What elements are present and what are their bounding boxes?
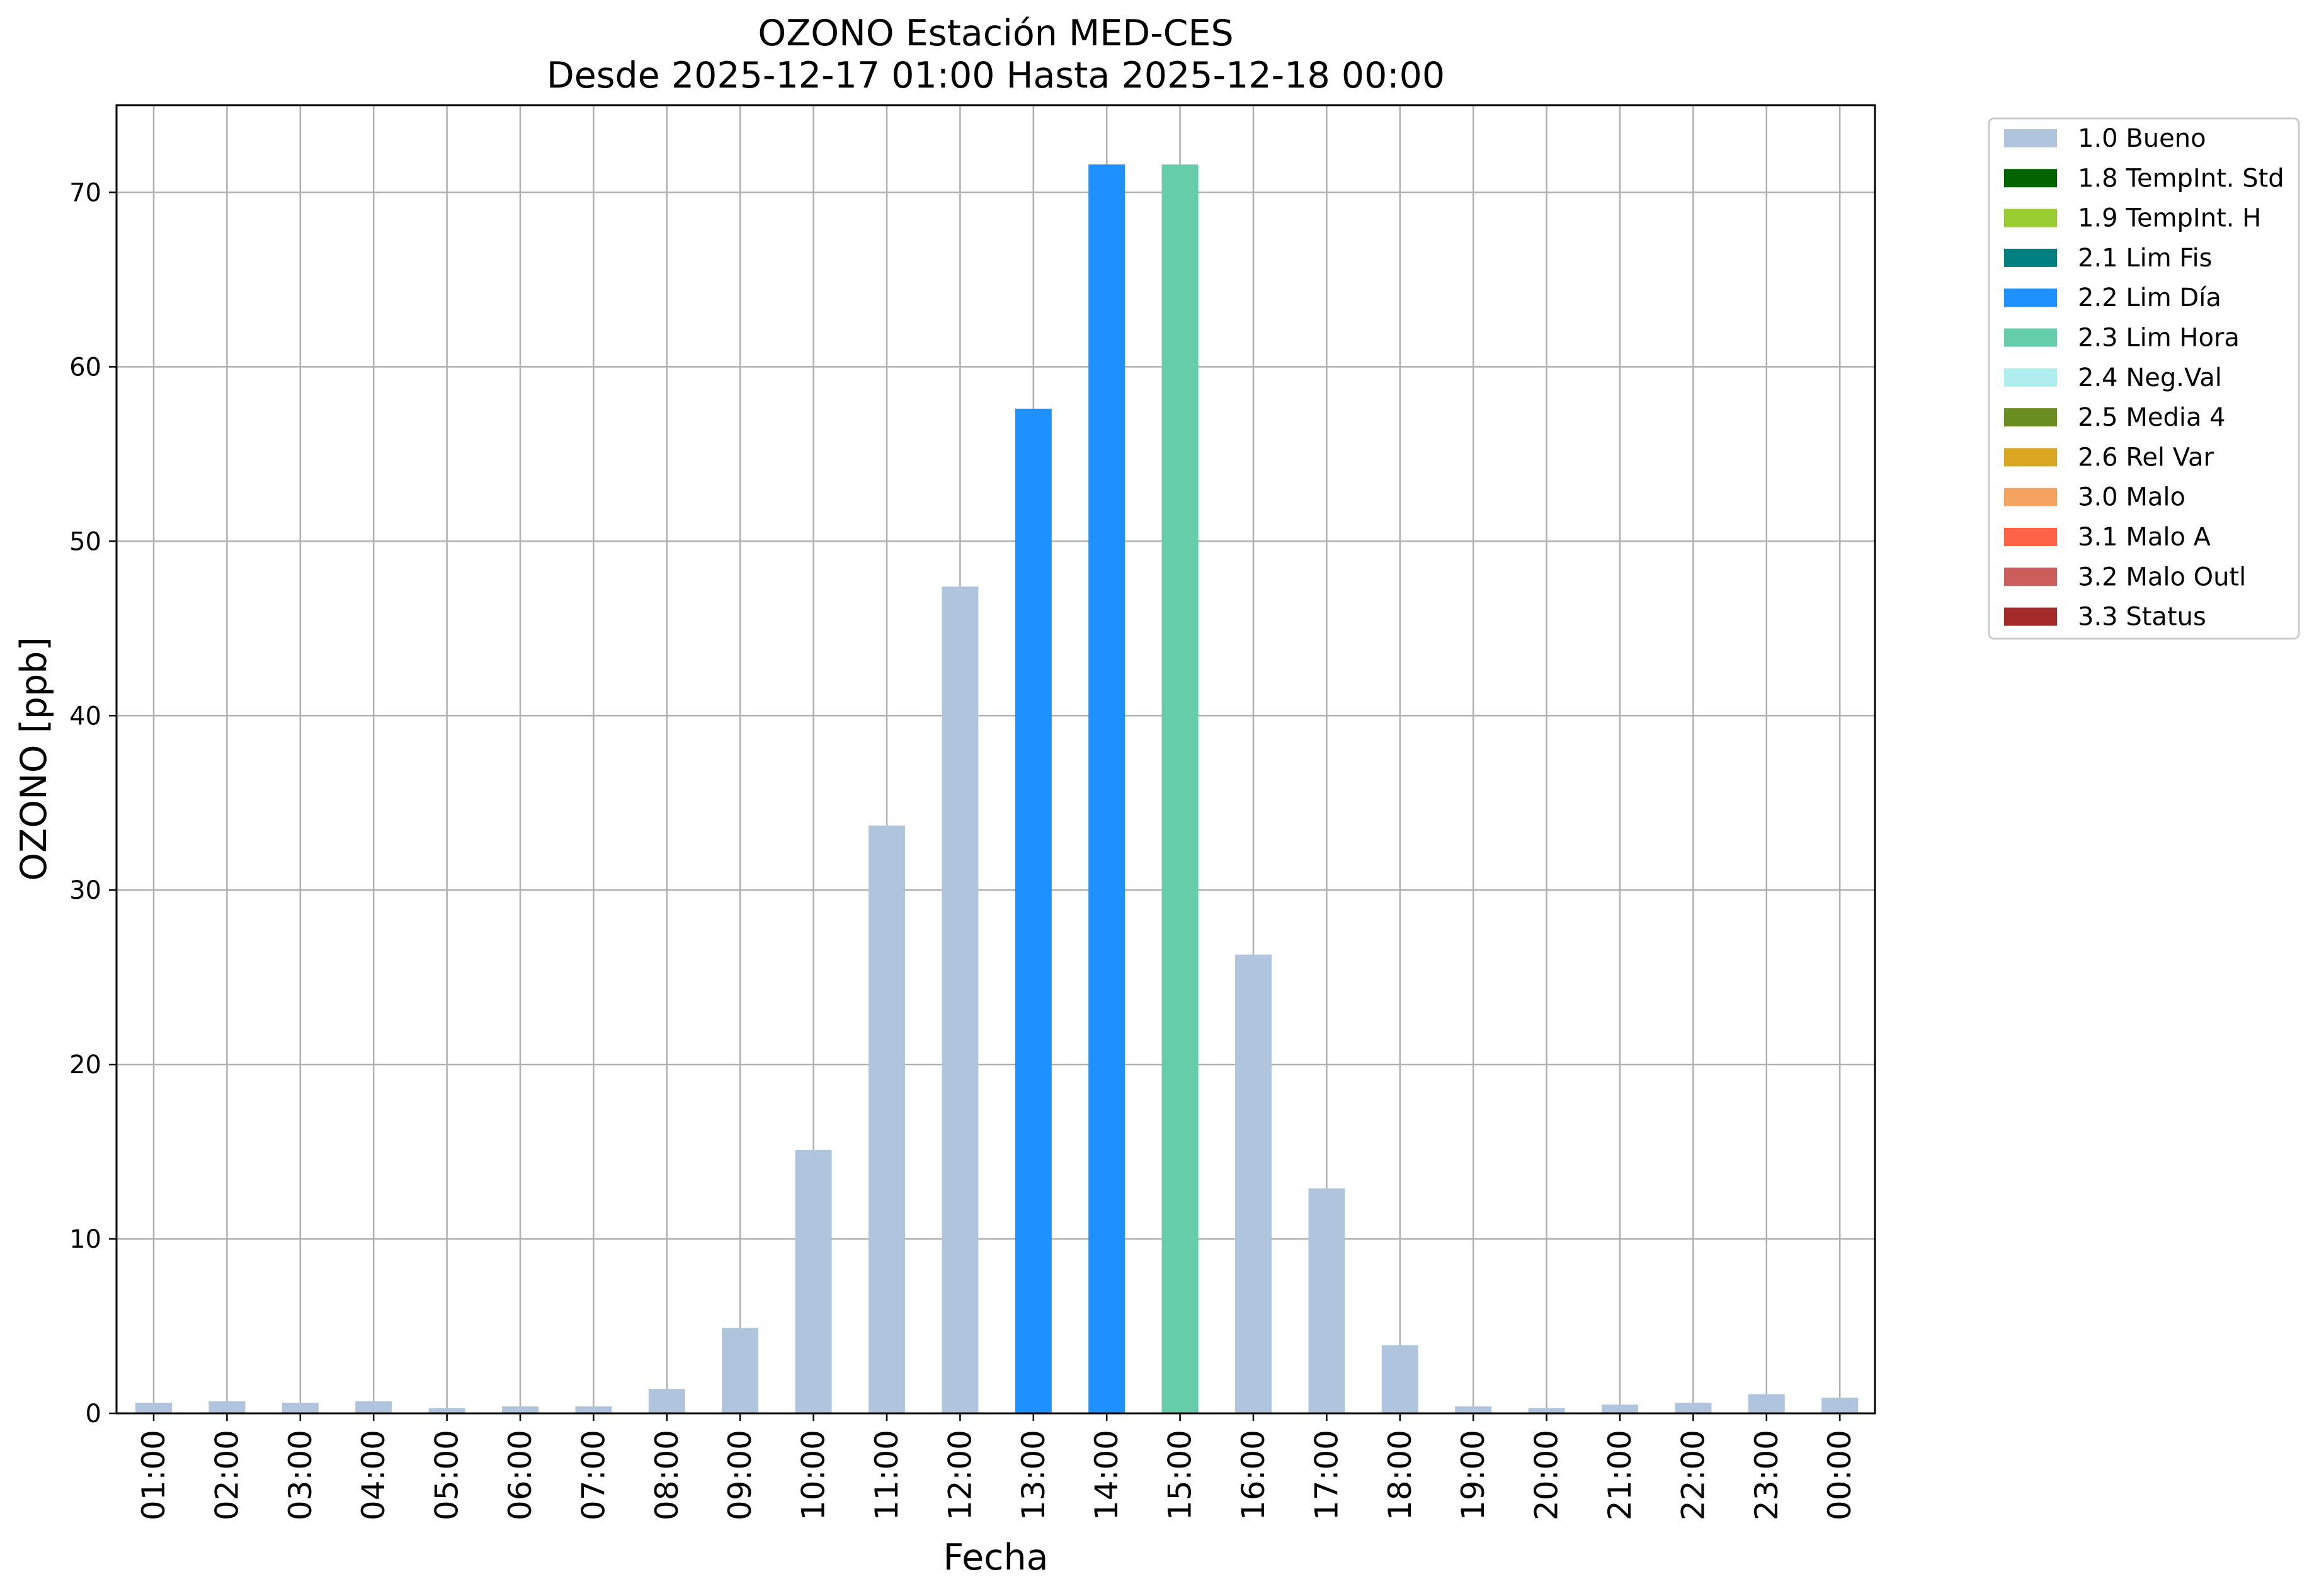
legend-label: 3.0 Malo (2078, 483, 2185, 512)
y-axis-label: OZONO [ppb] (13, 637, 55, 881)
x-tick-label: 12:00 (942, 1430, 978, 1520)
bar-22:00 (1675, 1403, 1712, 1413)
x-tick-label: 07:00 (575, 1430, 612, 1520)
legend-label: 3.1 Malo A (2078, 523, 2211, 552)
bar-08:00 (648, 1389, 685, 1413)
bar-05:00 (428, 1408, 465, 1413)
legend-swatch (2004, 448, 2057, 467)
legend-box (1988, 117, 2300, 640)
bar-10:00 (795, 1149, 832, 1413)
y-tick-label: 50 (69, 527, 101, 556)
legend-label: 2.6 Rel Var (2078, 443, 2214, 472)
x-tick-label: 09:00 (722, 1430, 758, 1520)
legend-swatch (2004, 248, 2057, 267)
legend-label: 2.3 Lim Hora (2078, 324, 2240, 353)
legend-label: 2.5 Media 4 (2078, 403, 2226, 432)
x-axis-label: Fecha (943, 1537, 1048, 1578)
legend-label: 3.3 Status (2078, 603, 2206, 632)
legend-label: 1.9 TempInt. H (2078, 204, 2261, 233)
x-tick-label: 05:00 (429, 1430, 465, 1520)
legend-label: 1.0 Bueno (2078, 124, 2206, 153)
legend-swatch (2004, 567, 2057, 586)
bar-03:00 (282, 1403, 319, 1413)
x-tick-label: 22:00 (1675, 1430, 1711, 1520)
legend-swatch (2004, 129, 2057, 147)
x-tick-label: 23:00 (1748, 1430, 1785, 1520)
x-tick-label: 01:00 (135, 1430, 172, 1520)
bar-00:00 (1821, 1398, 1859, 1413)
legend-label: 2.1 Lim Fis (2078, 244, 2212, 273)
x-tick-label: 04:00 (355, 1430, 392, 1520)
legend-swatch (2004, 528, 2057, 546)
bar-19:00 (1455, 1406, 1492, 1413)
bar-09:00 (722, 1328, 759, 1413)
y-tick-label: 0 (86, 1399, 101, 1428)
x-tick-label: 15:00 (1162, 1430, 1199, 1520)
y-tick-label: 60 (69, 353, 101, 382)
bar-15:00 (1161, 164, 1199, 1413)
bar-16:00 (1235, 954, 1272, 1413)
x-tick-label: 00:00 (1821, 1430, 1858, 1520)
bar-13:00 (1015, 408, 1052, 1413)
x-tick-label: 18:00 (1382, 1430, 1418, 1520)
x-tick-label: 06:00 (502, 1430, 538, 1520)
gridlines (117, 105, 1875, 1415)
bar-02:00 (208, 1401, 246, 1413)
chart-subtitle: Desde 2025-12-17 01:00 Hasta 2025-12-18 … (547, 55, 1445, 96)
bar-17:00 (1308, 1188, 1345, 1413)
x-tick-label: 11:00 (869, 1430, 905, 1520)
x-tick-label: 20:00 (1529, 1430, 1565, 1520)
bar-11:00 (869, 825, 905, 1413)
legend-swatch (2004, 288, 2057, 307)
bar-01:00 (135, 1403, 172, 1413)
y-tick-label: 20 (69, 1051, 101, 1080)
x-tick-label: 19:00 (1455, 1430, 1491, 1520)
bar-06:00 (502, 1406, 538, 1413)
x-tick-label: 21:00 (1602, 1430, 1638, 1520)
legend-swatch (2004, 607, 2057, 626)
y-tick-label: 10 (69, 1225, 101, 1254)
bar-21:00 (1602, 1405, 1638, 1413)
y-axis-ticks: 0 10 20 30 40 50 60 70 (69, 178, 117, 1428)
legend-label: 3.2 Malo Outl (2078, 562, 2246, 591)
legend-label: 2.4 Neg.Val (2078, 363, 2222, 392)
bar-18:00 (1381, 1345, 1418, 1413)
legend-swatch (2004, 169, 2057, 188)
x-tick-label: 14:00 (1088, 1430, 1125, 1520)
bar-20:00 (1528, 1408, 1565, 1413)
legend-swatch (2004, 408, 2057, 427)
bar-04:00 (355, 1401, 392, 1413)
bar-12:00 (942, 586, 979, 1414)
legend-swatch (2004, 368, 2057, 387)
legend-swatch (2004, 208, 2057, 227)
y-tick-label: 70 (69, 178, 101, 207)
legend-label: 2.2 Lim Día (2078, 283, 2221, 312)
y-tick-label: 40 (69, 702, 101, 731)
y-tick-label: 30 (69, 876, 101, 905)
x-tick-label: 17:00 (1308, 1430, 1345, 1520)
bar-14:00 (1088, 164, 1125, 1413)
x-axis-ticks: 01:00 02:00 03:00 04:00 05:00 06:00 07:00 08:00… (135, 1413, 1858, 1520)
x-tick-label: 02:00 (208, 1430, 245, 1520)
plot-frame (115, 104, 1876, 1415)
chart-title: OZONO Estación MED-CES (758, 13, 1233, 54)
legend-label: 1.8 TempInt. Std (2078, 164, 2284, 193)
bar-23:00 (1748, 1394, 1785, 1413)
x-tick-label: 13:00 (1015, 1430, 1052, 1520)
legend: 1.0 Bueno 1.8 TempInt. Std 1.9 TempInt. H 2… (1988, 117, 2300, 640)
x-tick-label: 10:00 (795, 1430, 832, 1520)
bars (135, 164, 1859, 1414)
bar-07:00 (575, 1406, 612, 1413)
legend-swatch (2004, 328, 2057, 347)
x-tick-label: 03:00 (282, 1430, 319, 1520)
legend-swatch (2004, 487, 2057, 506)
x-tick-label: 08:00 (649, 1430, 685, 1520)
x-tick-label: 16:00 (1235, 1430, 1272, 1520)
